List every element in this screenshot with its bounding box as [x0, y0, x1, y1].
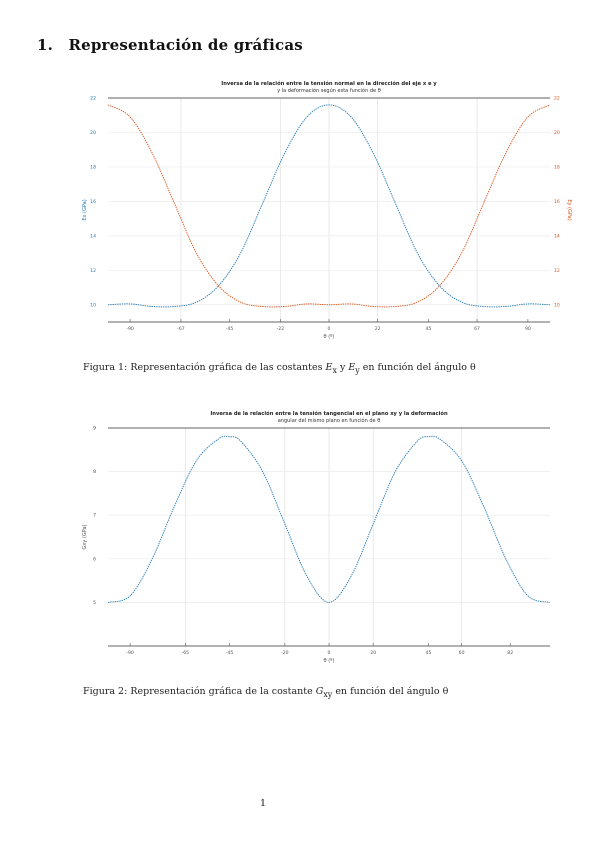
figure-2-caption: Figura 2: Representación gráfica de la c… [83, 686, 448, 699]
figure-1-conj: y [339, 362, 346, 373]
figure-1-label: Figura 1: [83, 362, 128, 373]
fig1-x-tick-label: 90 [525, 326, 531, 332]
fig2-y-tick-label-left: 6 [93, 556, 96, 562]
fig2-x-tick-label: 0 [328, 650, 331, 656]
fig2-x-tick-label: 60 [459, 650, 465, 656]
fig2-x-tick-label: 20 [370, 650, 376, 656]
fig1-x-tick-label: 67 [474, 326, 480, 332]
fig2-x-tick-label: -65 [182, 650, 190, 656]
page-number: 1 [259, 798, 267, 809]
fig1-y-tick-label-left: 20 [90, 130, 96, 136]
fig1-x-tick-label: -90 [126, 326, 134, 332]
fig1-y-tick-label-left: 12 [90, 268, 96, 274]
fig2-x-tick-label: -45 [226, 650, 234, 656]
figure-2-caption-text: Representación gráfica de la costante [130, 686, 313, 697]
section-title: 1. Representación de gráficas [37, 36, 303, 54]
fig1-y-tick-label-left: 10 [90, 302, 96, 308]
fig1-chart-title: Inversa de la relación entre la tensión … [221, 80, 437, 87]
fig1-y-axis-label-right: Ey (GPa) [566, 199, 572, 220]
figure-1-caption-text: Representación gráfica de las costantes [130, 362, 323, 373]
figure-2-sub-xy: xy [323, 689, 333, 699]
figure-2-caption-tail: en función del ángulo θ [335, 686, 449, 697]
fig2-x-tick-label: 45 [426, 650, 432, 656]
figure-2-label: Figura 2: [83, 686, 128, 697]
fig2-y-tick-label-left: 8 [93, 469, 96, 475]
section-title-text: Representación de gráficas [68, 36, 303, 54]
fig2-x-tick-label: -90 [126, 650, 134, 656]
figure-1-sub-y: y [355, 365, 360, 375]
fig1-x-tick-label: 45 [426, 326, 432, 332]
fig1-y-tick-label-right: 10 [554, 302, 560, 308]
fig1-chart-subtitle: y la deformación según esta función de θ [277, 87, 381, 94]
fig1-y-tick-label-right: 20 [554, 130, 560, 136]
section-number: 1. [37, 36, 54, 54]
fig1-y-axis-label-left: Ex (GPa) [82, 199, 88, 220]
fig2-y-tick-label-left: 7 [93, 513, 96, 519]
fig1-x-axis-label: θ (º) [324, 334, 335, 340]
figure-1-caption: Figura 1: Representación gráfica de las … [83, 362, 476, 375]
fig1-y-tick-label-left: 22 [90, 96, 96, 102]
fig1-y-tick-label-right: 14 [554, 233, 560, 239]
figure-2-symbol-gxy: G [315, 686, 324, 697]
fig1-y-tick-label-left: 16 [90, 199, 96, 205]
fig1-x-tick-label: 0 [328, 326, 331, 332]
fig2-y-tick-label-left: 9 [93, 426, 96, 432]
figure-1-sub-x: x [332, 365, 337, 375]
fig1-x-tick-label: -45 [226, 326, 234, 332]
fig1-x-tick-label: 22 [375, 326, 381, 332]
fig2-x-axis-label: θ (º) [324, 658, 335, 664]
fig2-y-tick-label-left: 5 [93, 600, 96, 606]
fig1-y-tick-label-left: 14 [90, 233, 96, 239]
fig1-y-tick-label-left: 18 [90, 164, 96, 170]
figure-1-symbol-ey: E [348, 362, 356, 373]
fig1-y-tick-label-right: 16 [554, 199, 560, 205]
fig1-y-tick-label-right: 22 [554, 96, 560, 102]
fig2-x-tick-label: 82 [507, 650, 513, 656]
figure-1-caption-tail: en función del ángulo θ [362, 362, 476, 373]
fig1-x-tick-label: -67 [177, 326, 185, 332]
fig1-y-tick-label-right: 12 [554, 268, 560, 274]
fig1-x-tick-label: -22 [277, 326, 285, 332]
fig2-chart-subtitle: angular del mismo plano en función de θ [278, 417, 381, 424]
figure-1-symbol-ex: E [325, 362, 333, 373]
fig2-x-tick-label: -20 [281, 650, 289, 656]
fig2-y-axis-label-left: Gxy (GPa) [82, 524, 88, 549]
fig2-chart-title: Inversa de la relación entre la tensión … [210, 410, 448, 417]
fig1-y-tick-label-right: 18 [554, 164, 560, 170]
